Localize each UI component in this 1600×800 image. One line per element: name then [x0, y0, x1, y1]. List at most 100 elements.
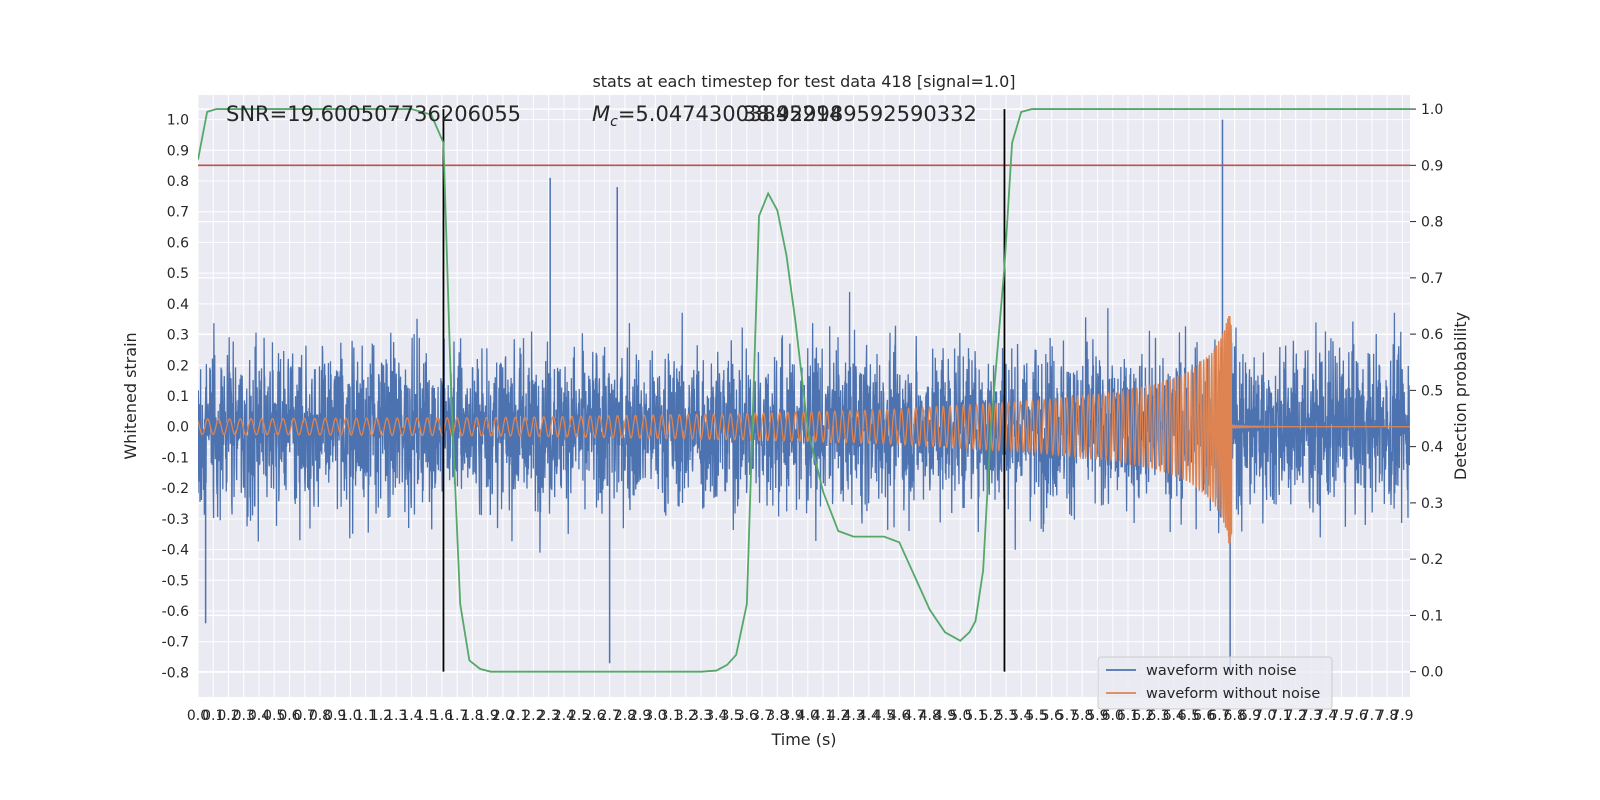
y-left-tick-label: -0.1 — [162, 450, 189, 466]
x-tick-label: 2.4 — [553, 708, 575, 724]
x-tick-label: 4.6 — [888, 708, 910, 724]
y-left-tick-label: -0.7 — [162, 635, 189, 651]
y-left-tick-label: 0.9 — [167, 143, 189, 159]
x-tick-label: 3.7 — [751, 708, 773, 724]
y-right-tick-label: 0.7 — [1421, 271, 1443, 287]
x-tick-label: 6.9 — [1239, 708, 1261, 724]
y-left-tick-label: 0.0 — [167, 420, 189, 436]
x-tick-label: 3.6 — [736, 708, 758, 724]
x-tick-label: 5.5 — [1025, 708, 1047, 724]
y-left-tick-label: -0.8 — [162, 665, 189, 681]
y-right-tick-label: 0.2 — [1421, 552, 1443, 568]
x-tick-label: 0.4 — [248, 708, 270, 724]
snr-annotation: SNR=19.600507736206055 — [226, 102, 521, 126]
x-tick-label: 5.8 — [1071, 708, 1093, 724]
x-tick-label: 0.0 — [187, 708, 209, 724]
detection-probability-line — [198, 108, 1410, 673]
x-tick-label: 4.8 — [919, 708, 941, 724]
x-tick-label: 5.7 — [1056, 708, 1078, 724]
x-tick-label: 1.7 — [446, 708, 468, 724]
x-tick-label: 1.9 — [477, 708, 499, 724]
x-tick-label: 2.6 — [583, 708, 605, 724]
x-tick-label: 2.2 — [522, 708, 544, 724]
x-tick-label: 0.1 — [202, 708, 224, 724]
x-tick-label: 3.2 — [675, 708, 697, 724]
x-tick-label: 0.8 — [309, 708, 331, 724]
y-right-tick-label: 0.8 — [1421, 215, 1443, 231]
x-tick-label: 5.3 — [995, 708, 1017, 724]
x-tick-label: 7.8 — [1376, 708, 1398, 724]
x-tick-label: 3.1 — [659, 708, 681, 724]
x-tick-label: 4.7 — [903, 708, 925, 724]
y-left-tick-label: -0.6 — [162, 604, 189, 620]
x-tick-label: 7.9 — [1391, 708, 1413, 724]
x-tick-label: 1.5 — [416, 708, 438, 724]
x-tick-label: 1.4 — [400, 708, 422, 724]
x-tick-label: 4.9 — [934, 708, 956, 724]
x-tick-label: 3.8 — [766, 708, 788, 724]
x-tick-label: 7.1 — [1269, 708, 1291, 724]
y-left-tick-label: 0.8 — [167, 174, 189, 190]
x-tick-label: 6.7 — [1208, 708, 1230, 724]
x-tick-label: 1.2 — [370, 708, 392, 724]
x-tick-label: 7.4 — [1315, 708, 1337, 724]
series-layer — [198, 108, 1410, 673]
x-tick-label: 4.5 — [873, 708, 895, 724]
chirp-mass-annotation: Mc=5.04743003845214 — [592, 102, 843, 130]
x-tick-label: 3.0 — [644, 708, 666, 724]
x-tick-label: 6.3 — [1147, 708, 1169, 724]
x-tick-label: 0.3 — [233, 708, 255, 724]
y-right-tick-label: 0.5 — [1421, 383, 1443, 399]
x-tick-label: 2.5 — [568, 708, 590, 724]
y-right-tick-label: 1.0 — [1421, 102, 1443, 118]
x-tick-label: 1.3 — [385, 708, 407, 724]
chart-title: stats at each timestep for test data 418… — [592, 72, 1015, 91]
x-tick-label: 4.3 — [842, 708, 864, 724]
x-tick-label: 1.1 — [355, 708, 377, 724]
x-tick-label: 2.3 — [538, 708, 560, 724]
x-tick-label: 4.0 — [797, 708, 819, 724]
x-tick-label: 7.0 — [1254, 708, 1276, 724]
y-right-tick-label: 0.1 — [1421, 608, 1443, 624]
x-tick-label: 5.9 — [1086, 708, 1108, 724]
y-right-tick-label: 0.4 — [1421, 440, 1443, 456]
x-tick-label: 2.9 — [629, 708, 651, 724]
y-left-tick-label: 0.2 — [167, 358, 189, 374]
x-tick-label: 6.1 — [1117, 708, 1139, 724]
x-tick-label: 5.6 — [1041, 708, 1063, 724]
y-right-tick-label: 0.6 — [1421, 327, 1443, 343]
x-tick-label: 7.6 — [1346, 708, 1368, 724]
x-tick-label: 3.9 — [781, 708, 803, 724]
x-tick-label: 6.4 — [1163, 708, 1185, 724]
chirp-mass-value: =5.04743003845214 — [618, 102, 843, 126]
y-axis-left-label: Whitened strain — [121, 332, 140, 459]
x-tick-label: 6.6 — [1193, 708, 1215, 724]
x-tick-label: 0.5 — [263, 708, 285, 724]
x-tick-label: 1.8 — [461, 708, 483, 724]
legend-box — [1097, 656, 1333, 710]
legend-entry-clean: waveform without noise — [1146, 686, 1320, 702]
x-tick-label: 6.2 — [1132, 708, 1154, 724]
legend-entry-noise: waveform with noise — [1146, 663, 1297, 679]
x-tick-label: 2.8 — [614, 708, 636, 724]
y-left-tick-label: 0.7 — [167, 205, 189, 221]
x-tick-label: 7.5 — [1330, 708, 1352, 724]
y-left-tick-label: 0.1 — [167, 389, 189, 405]
clean-waveform-line — [198, 316, 1410, 537]
chirp-mass-symbol: M — [592, 102, 610, 126]
x-tick-label: 5.4 — [1010, 708, 1032, 724]
x-tick-label: 1.6 — [431, 708, 453, 724]
overlap-annotation: 38.929989592590332 — [743, 102, 977, 126]
x-axis-label: Time (s) — [770, 730, 836, 749]
x-tick-label: 7.3 — [1300, 708, 1322, 724]
y-left-tick-label: -0.3 — [162, 512, 189, 528]
x-tick-label: 3.5 — [720, 708, 742, 724]
chirp-mass-subscript: c — [610, 114, 618, 130]
x-tick-label: 6.0 — [1102, 708, 1124, 724]
y-left-tick-label: 0.5 — [167, 266, 189, 282]
x-tick-label: 5.2 — [980, 708, 1002, 724]
x-tick-label: 6.8 — [1224, 708, 1246, 724]
x-tick-label: 3.3 — [690, 708, 712, 724]
x-tick-label: 0.2 — [217, 708, 239, 724]
